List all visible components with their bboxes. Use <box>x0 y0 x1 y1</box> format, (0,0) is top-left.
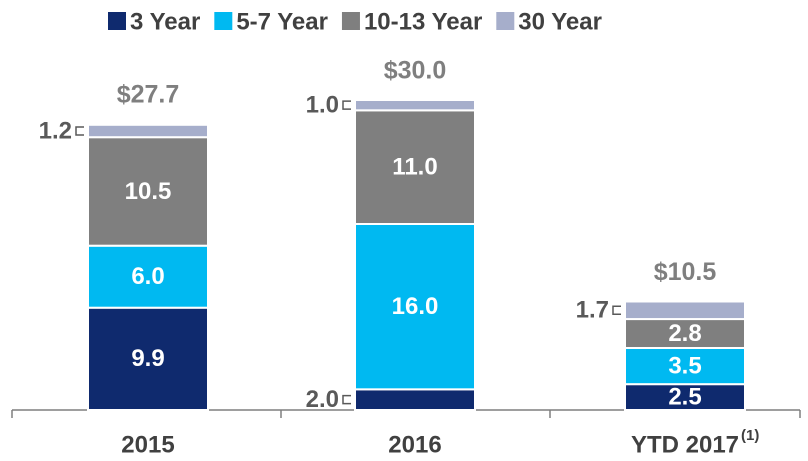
value-label: 1.0 <box>306 92 339 119</box>
label-bracket <box>342 100 351 110</box>
value-label: 2.5 <box>668 383 701 410</box>
total-label: $30.0 <box>384 57 447 85</box>
bar-segment <box>354 388 476 412</box>
legend-swatch <box>108 12 126 30</box>
value-label: 10.5 <box>125 178 172 205</box>
label-bracket <box>75 126 84 136</box>
value-label: 16.0 <box>392 293 439 320</box>
legend-swatch <box>496 12 515 30</box>
value-label: 1.7 <box>576 297 609 324</box>
legend-swatch <box>341 12 360 30</box>
footnote-mark: (1) <box>741 427 759 444</box>
legend-swatch <box>214 12 233 30</box>
legend-label: 5-7 Year <box>236 8 328 35</box>
label-bracket <box>612 305 621 316</box>
total-label: $10.5 <box>654 258 717 286</box>
value-label: 1.2 <box>39 117 72 144</box>
value-label: 2.0 <box>306 386 339 413</box>
bar-segment <box>354 99 476 112</box>
x-tick-label: 2015 <box>121 431 174 458</box>
value-label: 11.0 <box>392 154 437 181</box>
bar-segment <box>87 306 209 412</box>
bar-segment <box>624 318 746 350</box>
legend-label: 30 Year <box>518 8 602 35</box>
x-tick-label: YTD 2017 <box>631 431 739 458</box>
bar-segment <box>624 300 746 321</box>
value-label: 6.0 <box>131 263 164 290</box>
label-bracket <box>342 394 351 405</box>
bar-segment <box>87 244 209 309</box>
total-label: $27.7 <box>117 80 180 108</box>
x-tick-label: 2016 <box>388 431 441 458</box>
legend-label: 3 Year <box>130 8 200 35</box>
value-label: 2.8 <box>668 320 701 347</box>
bar-segment <box>87 123 209 139</box>
value-label: 9.9 <box>131 345 164 372</box>
value-label: 3.5 <box>668 352 701 379</box>
legend-label: 10-13 Year <box>364 8 482 35</box>
